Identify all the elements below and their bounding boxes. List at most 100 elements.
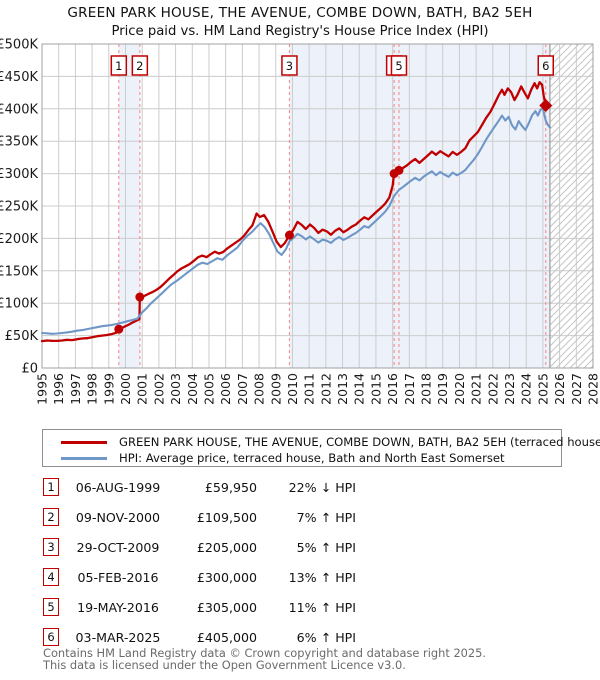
- price-history-chart: 123456£0£50K£100K£150K£200K£250K£300K£35…: [0, 38, 600, 405]
- row-number-badge: 1: [43, 478, 59, 496]
- gridlines: [41, 43, 594, 369]
- sale-number-label: 3: [286, 59, 293, 73]
- sale-price: £109,500: [196, 509, 257, 525]
- sale-vs-hpi: 11% ↑ HPI: [288, 599, 356, 615]
- row-number-badge: 5: [43, 598, 59, 616]
- svg-text:2018: 2018: [419, 373, 434, 405]
- footer-line-1: Contains HM Land Registry data © Crown c…: [43, 646, 487, 660]
- svg-text:£250K: £250K: [0, 200, 38, 215]
- hpi-line: [40, 107, 551, 335]
- row-number-badge: 3: [43, 538, 59, 556]
- svg-text:2023: 2023: [502, 373, 517, 405]
- svg-text:2011: 2011: [302, 373, 317, 405]
- sale-vs-hpi: 13% ↑ HPI: [288, 569, 356, 585]
- svg-text:2001: 2001: [135, 373, 150, 405]
- svg-text:2010: 2010: [285, 373, 300, 405]
- svg-text:2024: 2024: [519, 373, 534, 405]
- sale-date: 03-MAR-2025: [75, 629, 161, 645]
- table-row: 2 09-NOV-2000 £109,500 7% ↑ HPI: [0, 507, 600, 527]
- svg-text:2021: 2021: [469, 373, 484, 405]
- svg-text:£50K: £50K: [5, 329, 39, 344]
- svg-text:2004: 2004: [185, 373, 200, 405]
- sale-number-box: [390, 55, 408, 76]
- row-number-badge: 6: [43, 628, 59, 646]
- hpi-line-swatch: [61, 456, 107, 460]
- sale-price: £300,000: [196, 569, 257, 585]
- sale-price: £59,950: [204, 479, 257, 495]
- y-axis-labels: £0 £50K £100K £150K £200K £250K £300K £350K £400…: [0, 38, 38, 377]
- table-row: 6 03-MAR-2025 £405,000 6% ↑ HPI: [0, 627, 600, 647]
- sale-number-box: [537, 55, 554, 76]
- svg-text:£400K: £400K: [0, 102, 38, 117]
- svg-text:2025: 2025: [535, 373, 550, 405]
- svg-text:2028: 2028: [586, 373, 600, 405]
- sale-date-lines: [118, 44, 547, 368]
- svg-text:£200K: £200K: [0, 232, 38, 247]
- sale-vs-hpi: 5% ↑ HPI: [296, 539, 356, 555]
- footer-license: Contains HM Land Registry data © Crown c…: [43, 646, 487, 672]
- sale-date: 19-MAY-2016: [77, 599, 159, 615]
- table-row: 3 29-OCT-2009 £205,000 5% ↑ HPI: [0, 537, 600, 557]
- sale-date: 05-FEB-2016: [77, 569, 159, 585]
- x-axis-labels: 1995 1996 1997 1998 1999 2000 2001 2002 2003 2004…: [35, 373, 600, 405]
- sale-price: £405,000: [196, 629, 257, 645]
- svg-text:2027: 2027: [569, 373, 584, 405]
- svg-text:2000: 2000: [118, 373, 133, 405]
- sale-number-label: 5: [395, 59, 402, 73]
- svg-text:£0: £0: [21, 362, 38, 377]
- sale-date: 06-AUG-1999: [75, 479, 161, 495]
- svg-text:2022: 2022: [485, 373, 500, 405]
- sale-number-boxes: 123456: [110, 55, 554, 76]
- svg-text:1996: 1996: [51, 373, 66, 405]
- svg-text:2005: 2005: [201, 373, 216, 405]
- chart-title: GREEN PARK HOUSE, THE AVENUE, COMBE DOWN…: [67, 5, 533, 21]
- svg-text:£450K: £450K: [0, 70, 38, 85]
- sale-marker-dot: [284, 230, 294, 240]
- table-row: 1 06-AUG-1999 £59,950 22% ↓ HPI: [0, 477, 600, 497]
- sale-vs-hpi: 7% ↑ HPI: [296, 509, 356, 525]
- svg-text:2002: 2002: [151, 373, 166, 405]
- svg-text:£500K: £500K: [0, 38, 38, 53]
- sale-markers: [114, 99, 553, 334]
- svg-text:2003: 2003: [168, 373, 183, 405]
- row-number-badge: 2: [43, 508, 59, 526]
- sale-marker-dot: [114, 324, 124, 334]
- svg-text:2017: 2017: [402, 373, 417, 405]
- legend-item-hpi: HPI: Average price, terraced house, Bath…: [43, 450, 561, 466]
- svg-text:1998: 1998: [85, 373, 100, 405]
- legend-label: GREEN PARK HOUSE, THE AVENUE, COMBE DOWN…: [119, 435, 600, 449]
- svg-text:£100K: £100K: [0, 297, 38, 312]
- table-row: 5 19-MAY-2016 £305,000 11% ↑ HPI: [0, 597, 600, 617]
- svg-text:2015: 2015: [368, 373, 383, 405]
- svg-text:2014: 2014: [352, 373, 367, 405]
- sale-number-box: [281, 55, 298, 76]
- svg-text:2026: 2026: [552, 373, 567, 405]
- price-paid-line: [40, 81, 547, 343]
- sale-date: 29-OCT-2009: [76, 539, 160, 555]
- svg-text:1995: 1995: [35, 373, 50, 405]
- sale-number-box: [110, 55, 128, 76]
- plot-border: [41, 43, 594, 369]
- sale-vs-hpi: 6% ↑ HPI: [296, 629, 356, 645]
- svg-text:£300K: £300K: [0, 167, 38, 182]
- svg-text:2012: 2012: [318, 373, 333, 405]
- sale-number-label: 6: [542, 59, 549, 73]
- sale-price: £305,000: [196, 599, 257, 615]
- svg-text:2020: 2020: [452, 373, 467, 405]
- row-number-badge: 4: [43, 568, 59, 586]
- sale-marker-diamond: [539, 99, 553, 113]
- sale-number-label: 2: [136, 59, 143, 73]
- svg-text:2013: 2013: [335, 373, 350, 405]
- svg-text:1999: 1999: [101, 373, 116, 405]
- svg-text:2008: 2008: [252, 373, 267, 405]
- svg-text:2006: 2006: [218, 373, 233, 405]
- sale-marker-dot: [135, 292, 145, 302]
- footer-line-2: This data is licensed under the Open Gov…: [43, 657, 406, 672]
- svg-text:1997: 1997: [68, 373, 83, 405]
- sale-number-label: 1: [115, 59, 122, 73]
- legend-item-price-paid: GREEN PARK HOUSE, THE AVENUE, COMBE DOWN…: [43, 434, 600, 450]
- svg-text:£150K: £150K: [0, 264, 38, 279]
- chart-subtitle: Price paid vs. HM Land Registry's House …: [111, 24, 489, 39]
- svg-text:£350K: £350K: [0, 135, 38, 150]
